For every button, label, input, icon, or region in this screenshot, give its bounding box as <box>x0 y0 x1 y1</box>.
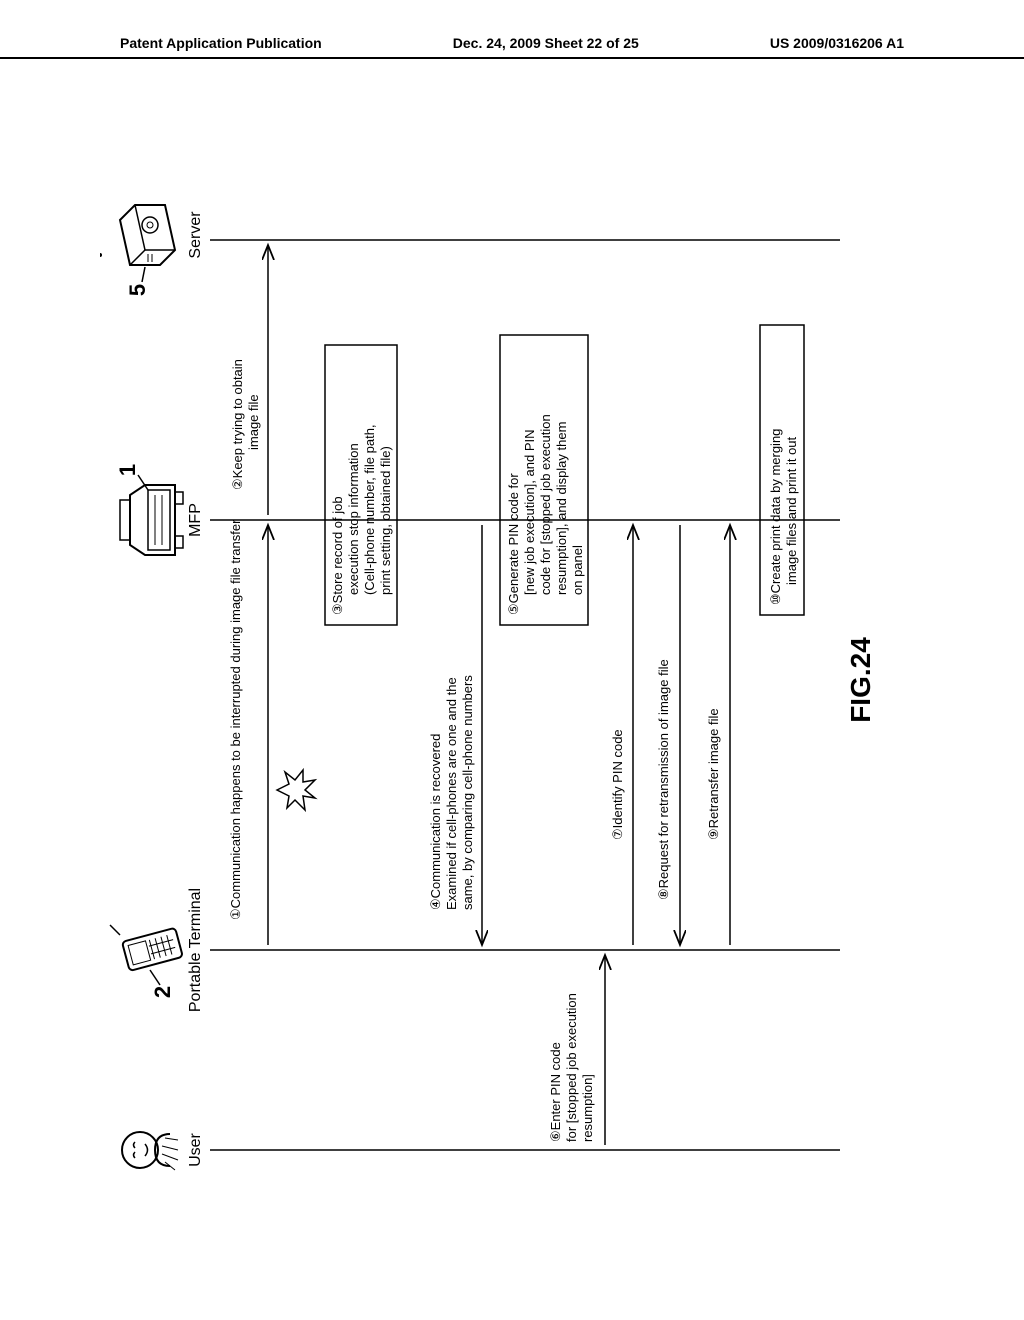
page-header: Patent Application Publication Dec. 24, … <box>0 35 1024 59</box>
step-3c: (Cell-phone number, file path, <box>362 424 377 595</box>
mfp-label: MFP <box>187 503 204 537</box>
step-6b: for [stopped job execution <box>564 993 579 1142</box>
step-5b: [new job execution], and PIN <box>522 430 537 596</box>
portable-terminal-icon <box>110 925 183 971</box>
figure-title: FIG.24 <box>845 637 876 723</box>
interrupt-spark-icon <box>277 770 315 810</box>
step-6c: resumption] <box>580 1074 595 1142</box>
step-9: ⑨Retransfer image file <box>706 708 721 840</box>
step-5c: code for [stopped job execution <box>538 414 553 595</box>
step-8: ⑧Request for retransmission of image fil… <box>656 659 671 900</box>
step-4a: ④Communication is recovered <box>428 734 443 910</box>
header-right: US 2009/0316206 A1 <box>770 35 904 57</box>
step-3b: execution stop information <box>346 443 361 595</box>
portable-ref: 2 <box>150 986 175 998</box>
step-7: ⑦Identify PIN code <box>610 729 625 840</box>
portable-label: Portable Terminal <box>187 888 204 1012</box>
server-icon <box>100 205 175 265</box>
mfp-ref: 1 <box>115 464 140 476</box>
header-center: Dec. 24, 2009 Sheet 22 of 25 <box>453 35 639 57</box>
sequence-diagram: User 2 Portable Terminal 1 MFP <box>100 150 880 1210</box>
server-ref: 5 <box>125 284 150 296</box>
step-3a: ③Store record of job <box>330 496 345 615</box>
user-label: User <box>187 1132 204 1166</box>
step-4b: Examined if cell-phones are one and the <box>444 677 459 910</box>
step-2-text-a: ②Keep trying to obtain <box>230 359 245 490</box>
step-10b: image files and print it out <box>784 436 799 585</box>
step-5d: resumption], and display them <box>554 422 569 595</box>
header-left: Patent Application Publication <box>120 35 322 57</box>
server-label: Server <box>187 211 204 259</box>
step-2-text-b: image file <box>246 394 261 450</box>
step-6a: ⑥Enter PIN code <box>548 1042 563 1142</box>
step-1-text: ①Communication happens to be interrupted… <box>228 519 243 920</box>
step-3d: print setting, obtained file) <box>378 446 393 595</box>
step-10a: ⑩Create print data by merging <box>768 429 783 605</box>
step-5a: ⑤Generate PIN code for <box>506 473 521 615</box>
figure-24: User 2 Portable Terminal 1 MFP <box>0 290 1020 1070</box>
user-icon <box>122 1132 178 1170</box>
step-4c: same, by comparing cell-phone numbers <box>460 675 475 910</box>
mfp-icon <box>120 485 183 555</box>
step-5e: on panel <box>570 545 585 595</box>
